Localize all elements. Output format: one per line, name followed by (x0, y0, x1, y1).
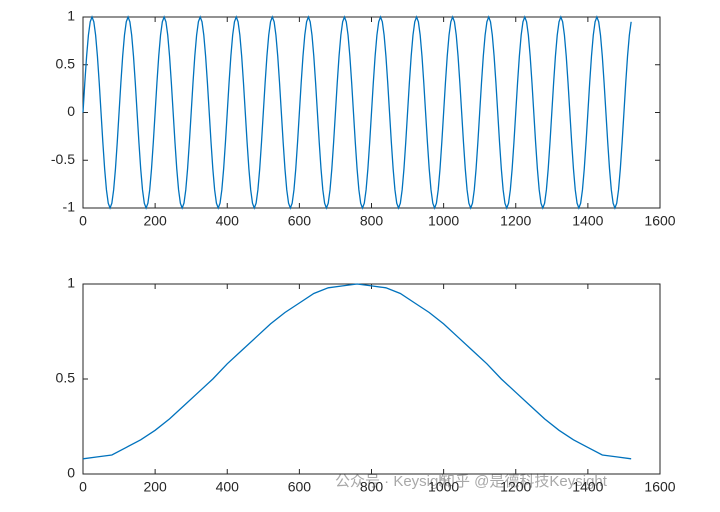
x-tick-label: 800 (360, 479, 384, 495)
y-tick-label: 0 (67, 465, 75, 481)
x-tick-label: 0 (79, 479, 87, 495)
y-tick-label: 0.5 (56, 370, 76, 386)
watermark: 知乎 @是德科技Keysight (440, 472, 608, 490)
x-tick-label: 600 (288, 213, 312, 229)
x-tick-label: 1600 (644, 479, 675, 495)
x-tick-label: 200 (143, 213, 167, 229)
y-tick-label: 1 (67, 8, 75, 24)
x-tick-label: 1400 (572, 479, 603, 495)
x-tick-label: 600 (288, 479, 312, 495)
x-tick-label: 200 (143, 479, 167, 495)
x-tick-label: 1600 (644, 213, 675, 229)
y-tick-label: 0.5 (56, 55, 76, 71)
y-tick-label: -1 (63, 199, 76, 215)
line (82, 15, 632, 210)
x-tick-label: 400 (216, 213, 240, 229)
x-tick-label: 1200 (500, 213, 531, 229)
x-tick-label: 400 (216, 479, 240, 495)
x-tick-label: 1000 (428, 479, 459, 495)
watermark: 公众号 · Keysight (335, 473, 452, 490)
x-tick-label: 1000 (428, 213, 459, 229)
x-tick-label: 800 (360, 213, 384, 229)
line (82, 283, 632, 460)
x-tick-label: 1200 (500, 479, 531, 495)
y-tick-label: 0 (67, 103, 75, 119)
y-tick-label: 1 (67, 275, 75, 291)
y-tick-label: -0.5 (51, 151, 75, 167)
x-tick-label: 0 (79, 213, 87, 229)
x-tick-label: 1400 (572, 213, 603, 229)
